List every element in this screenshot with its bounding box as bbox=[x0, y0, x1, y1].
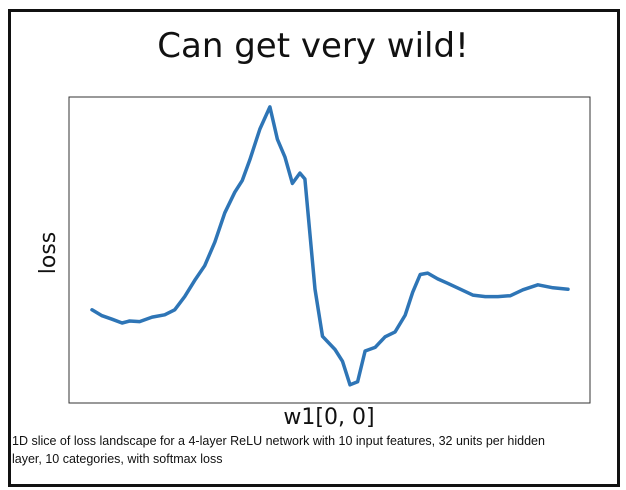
y-axis-label: loss bbox=[36, 232, 61, 275]
loss-series-line bbox=[90, 105, 570, 387]
plot-frame bbox=[68, 96, 591, 404]
caption: 1D slice of loss landscape for a 4-layer… bbox=[12, 434, 545, 466]
slide bbox=[8, 9, 620, 487]
x-axis-label: w1[0, 0] bbox=[283, 405, 374, 430]
series-layer bbox=[90, 105, 570, 387]
slide-title: Can get very wild! bbox=[157, 26, 469, 66]
